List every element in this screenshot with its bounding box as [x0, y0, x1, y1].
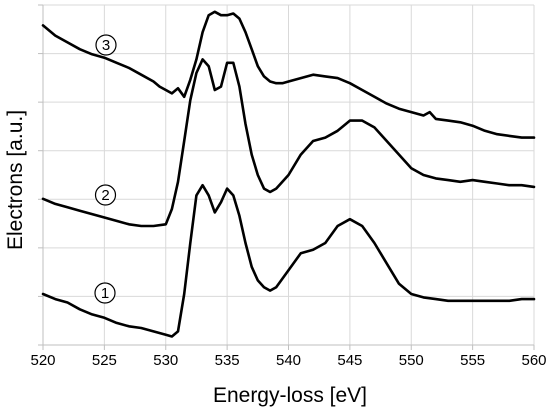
x-tick-label-550: 550: [399, 352, 424, 369]
series-line-2: [41, 58, 536, 228]
marker-label: 1: [101, 285, 109, 302]
axes: [38, 4, 535, 350]
x-tick-labels: 520 525 530 535 540 545 550 555 560: [30, 352, 546, 369]
x-tick-label-525: 525: [92, 352, 117, 369]
x-axis-label: Energy-loss [eV]: [213, 384, 367, 407]
series-marker-1: 3: [95, 34, 117, 56]
series-marker-3: 1: [94, 282, 116, 304]
marker-label: 2: [101, 187, 109, 204]
series-lines: [41, 10, 536, 338]
series-line-3: [41, 183, 536, 338]
y-axis-label: Electrons [a.u.]: [4, 110, 27, 250]
marker-circle: [95, 34, 117, 56]
x-tick-label-520: 520: [30, 352, 55, 369]
series-markers: 3 2 1: [94, 34, 117, 304]
x-tick-label-560: 560: [521, 352, 546, 369]
marker-circle: [94, 282, 116, 304]
series-line-1: [41, 10, 536, 139]
x-tick-label-555: 555: [460, 352, 485, 369]
x-tick-label-540: 540: [276, 352, 301, 369]
x-tick-label-530: 530: [153, 352, 178, 369]
x-tick-label-545: 545: [337, 352, 362, 369]
x-tick-label-535: 535: [215, 352, 240, 369]
series-marker-2: 2: [94, 184, 117, 206]
marker-circle: [94, 184, 117, 206]
marker-label: 3: [102, 37, 110, 54]
